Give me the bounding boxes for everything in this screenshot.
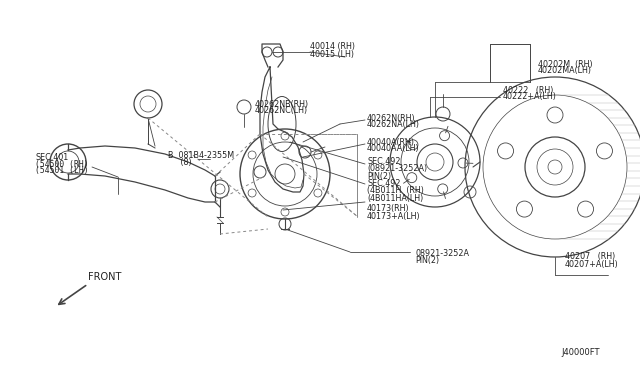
Text: 40222   (RH): 40222 (RH) <box>503 86 554 94</box>
Text: 40173+A(LH): 40173+A(LH) <box>367 212 420 221</box>
Text: 40207+A(LH): 40207+A(LH) <box>565 260 619 269</box>
Text: PIN(2): PIN(2) <box>415 257 439 266</box>
Text: J40000FT: J40000FT <box>561 348 600 357</box>
Text: SEC.401: SEC.401 <box>35 153 68 161</box>
Text: (08921-3252A): (08921-3252A) <box>367 164 427 173</box>
Text: SEC.492: SEC.492 <box>367 180 401 189</box>
Text: B  081B4-2355M: B 081B4-2355M <box>168 151 234 160</box>
Text: 40262NC(LH): 40262NC(LH) <box>255 106 308 115</box>
Text: 40202MA(LH): 40202MA(LH) <box>538 67 592 76</box>
Text: (4B011H  (RH): (4B011H (RH) <box>367 186 424 196</box>
Text: 40262NB(RH): 40262NB(RH) <box>255 99 309 109</box>
Text: 40014 (RH): 40014 (RH) <box>310 42 355 51</box>
Text: FRONT: FRONT <box>88 272 122 282</box>
Text: 40207   (RH): 40207 (RH) <box>565 253 615 262</box>
Text: 08921-3252A: 08921-3252A <box>415 250 469 259</box>
Text: 40262NA(LH): 40262NA(LH) <box>367 121 420 129</box>
Text: 40040AA(LH): 40040AA(LH) <box>367 144 420 154</box>
Text: (54500 (RH): (54500 (RH) <box>35 160 88 169</box>
Text: (54501 (LH): (54501 (LH) <box>35 167 88 176</box>
Text: SEC.492: SEC.492 <box>367 157 401 167</box>
Text: 40222+A(LH): 40222+A(LH) <box>503 93 557 102</box>
Text: 40262N(RH): 40262N(RH) <box>367 113 415 122</box>
Text: (8): (8) <box>168 157 191 167</box>
Text: 40040A(RH): 40040A(RH) <box>367 138 415 147</box>
Text: 40015 (LH): 40015 (LH) <box>310 49 354 58</box>
Text: (4B011HA(LH): (4B011HA(LH) <box>367 193 423 202</box>
Text: PIN(2): PIN(2) <box>367 171 391 180</box>
Text: 40202M  (RH): 40202M (RH) <box>538 60 593 68</box>
Text: 40173(RH): 40173(RH) <box>367 205 410 214</box>
